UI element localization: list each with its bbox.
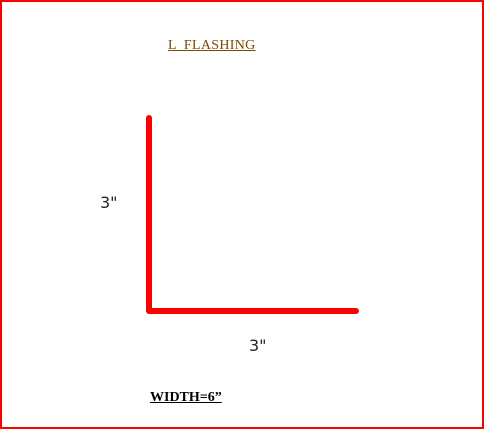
total-width-label: WIDTH=6” xyxy=(150,390,222,405)
vertical-leg-dimension: 3" xyxy=(100,193,118,212)
flashing-bend-line xyxy=(146,115,359,314)
horizontal-leg-dimension: 3" xyxy=(249,336,267,355)
diagram-title: L FLASHING xyxy=(168,38,256,53)
